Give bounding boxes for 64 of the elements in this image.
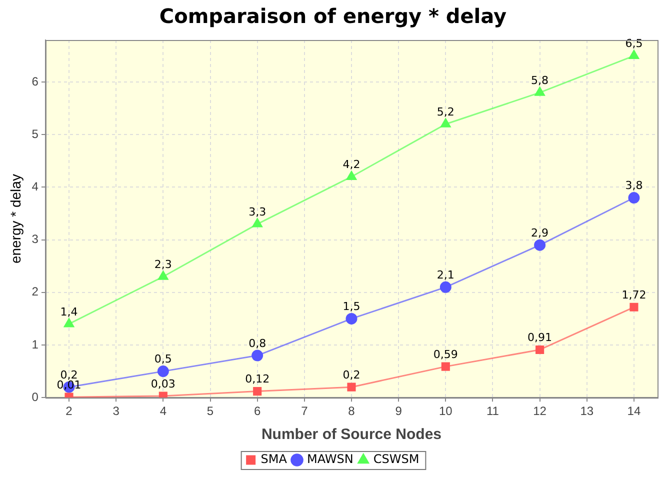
data-label: 5,2: [436, 106, 454, 118]
point: [534, 239, 546, 251]
x-tick-label: 13: [580, 404, 594, 418]
point: [158, 270, 168, 280]
chart-title: Comparaison of energy * delay: [159, 4, 507, 28]
x-tick-label: 10: [438, 404, 453, 418]
data-label: 2,9: [531, 226, 549, 240]
y-tick-label: 4: [32, 180, 39, 194]
y-tick-label: 5: [32, 126, 39, 141]
point: [347, 382, 356, 392]
data-label: 2,1: [436, 268, 454, 282]
point: [252, 218, 262, 228]
x-tick-label: 7: [301, 404, 308, 418]
data-label: 0,91: [528, 331, 552, 344]
point: [440, 118, 451, 128]
data-label: 1,4: [60, 305, 78, 318]
x-tick-label: 8: [348, 404, 356, 418]
point: [628, 50, 640, 60]
data-label: 0,2: [60, 368, 78, 382]
point: [252, 350, 264, 362]
point: [534, 86, 545, 96]
legend-label: CSWSM: [373, 452, 420, 466]
data-label: 1,72: [622, 288, 646, 302]
point: [157, 366, 169, 378]
data-label: 0,2: [342, 368, 360, 382]
y-tick-label: 0: [32, 390, 39, 404]
data-label: 0,8: [248, 336, 266, 350]
data-label: 3,8: [625, 179, 643, 192]
point: [628, 192, 640, 204]
data-label: 0,59: [433, 348, 458, 361]
x-tick-label: 14: [627, 404, 641, 418]
data-label: 4,2: [342, 158, 360, 172]
legend-label: SMA: [260, 452, 288, 466]
data-label: 5,8: [531, 74, 549, 87]
data-label: 3,3: [248, 205, 266, 218]
data-label: 0,03: [150, 377, 176, 390]
data-label: 0,5: [154, 352, 172, 366]
point: [346, 312, 358, 324]
legend-label: MAWSN: [306, 452, 354, 466]
y-axis-title: energy * delay: [7, 174, 24, 264]
x-tick-label: 2: [66, 404, 73, 418]
point: [253, 387, 262, 396]
y-tick-label: 1: [32, 337, 39, 352]
data-label: 0,12: [245, 372, 270, 386]
x-tick-label: 6: [254, 404, 261, 418]
data-label: 2,3: [154, 258, 172, 272]
x-tick-label: 5: [206, 404, 214, 418]
x-tick-label: 4: [160, 404, 167, 418]
point: [346, 170, 357, 180]
y-tick-label: 3: [32, 232, 39, 246]
x-tick-label: 11: [486, 404, 500, 418]
x-tick-label: 3: [112, 404, 120, 418]
point: [630, 302, 638, 312]
point: [536, 345, 544, 354]
y-tick-label: 6: [32, 74, 39, 88]
point: [158, 392, 168, 398]
point: [441, 362, 450, 371]
x-tick-label: 12: [533, 404, 547, 418]
x-tick-label: 9: [395, 404, 402, 418]
data-label: 1,5: [342, 300, 360, 314]
x-axis-title: Number of Source Nodes: [261, 426, 442, 444]
point: [440, 281, 452, 293]
point: [64, 318, 74, 328]
y-tick-label: 2: [32, 284, 39, 299]
